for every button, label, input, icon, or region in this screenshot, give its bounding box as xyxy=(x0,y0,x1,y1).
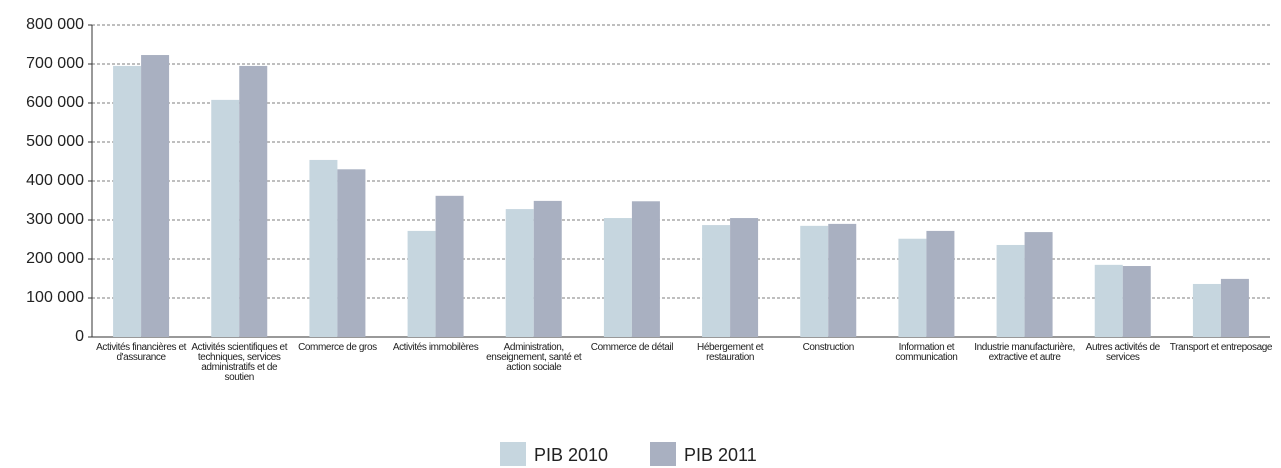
y-tick-label: 800 000 xyxy=(26,16,84,33)
y-tick-label: 100 000 xyxy=(26,289,84,306)
bar xyxy=(1220,278,1249,337)
legend-label: PIB 2010 xyxy=(534,445,608,465)
bar xyxy=(898,238,927,337)
bar xyxy=(1122,266,1151,337)
y-tick-label: 700 000 xyxy=(26,55,84,72)
bar xyxy=(730,218,759,337)
bar xyxy=(309,159,338,337)
bar xyxy=(1094,264,1123,337)
bar xyxy=(996,244,1025,337)
x-tick-label: Commerce de gros xyxy=(298,342,377,353)
legend-swatch xyxy=(500,442,526,466)
x-tick-label: Transport et entreposage xyxy=(1169,342,1273,353)
y-tick-label: 400 000 xyxy=(26,172,84,189)
y-tick-label: 200 000 xyxy=(26,250,84,267)
x-tick-label: Activités financières et d'assurance xyxy=(96,342,187,363)
bar xyxy=(141,55,170,337)
x-tick-label: Activités immobilères xyxy=(392,342,479,353)
bar xyxy=(1192,283,1221,337)
x-tick-label: Information et communication xyxy=(895,342,958,363)
bar xyxy=(603,218,632,337)
x-tick-label: Hébergement et restauration xyxy=(697,342,764,363)
bar xyxy=(1024,232,1053,337)
bar xyxy=(407,230,436,337)
bar xyxy=(926,230,955,337)
x-tick-label: Commerce de détail xyxy=(590,342,674,353)
bar xyxy=(239,65,268,337)
x-tick-label: Autres activités de services xyxy=(1085,342,1161,363)
bar xyxy=(337,169,366,337)
legend-swatch xyxy=(650,442,676,466)
x-tick-label: Activités scientifiques et techniques, s… xyxy=(191,342,288,383)
y-tick-label: 0 xyxy=(75,328,84,345)
bar xyxy=(828,223,857,337)
x-tick-label: Administration, enseignement, santé et a… xyxy=(486,342,582,373)
bar xyxy=(702,225,731,337)
bar xyxy=(113,65,142,337)
bar xyxy=(505,209,534,337)
bar xyxy=(211,99,240,337)
bar xyxy=(435,195,464,337)
y-tick-label: 300 000 xyxy=(26,211,84,228)
x-tick-label: Industrie manufacturière, extractive et … xyxy=(974,342,1075,363)
bar xyxy=(800,225,829,337)
bar xyxy=(631,201,660,337)
x-tick-label: Construction xyxy=(802,342,855,353)
y-tick-label: 600 000 xyxy=(26,94,84,111)
bar xyxy=(533,200,562,337)
legend-label: PIB 2011 xyxy=(684,445,757,465)
y-tick-label: 500 000 xyxy=(26,133,84,150)
